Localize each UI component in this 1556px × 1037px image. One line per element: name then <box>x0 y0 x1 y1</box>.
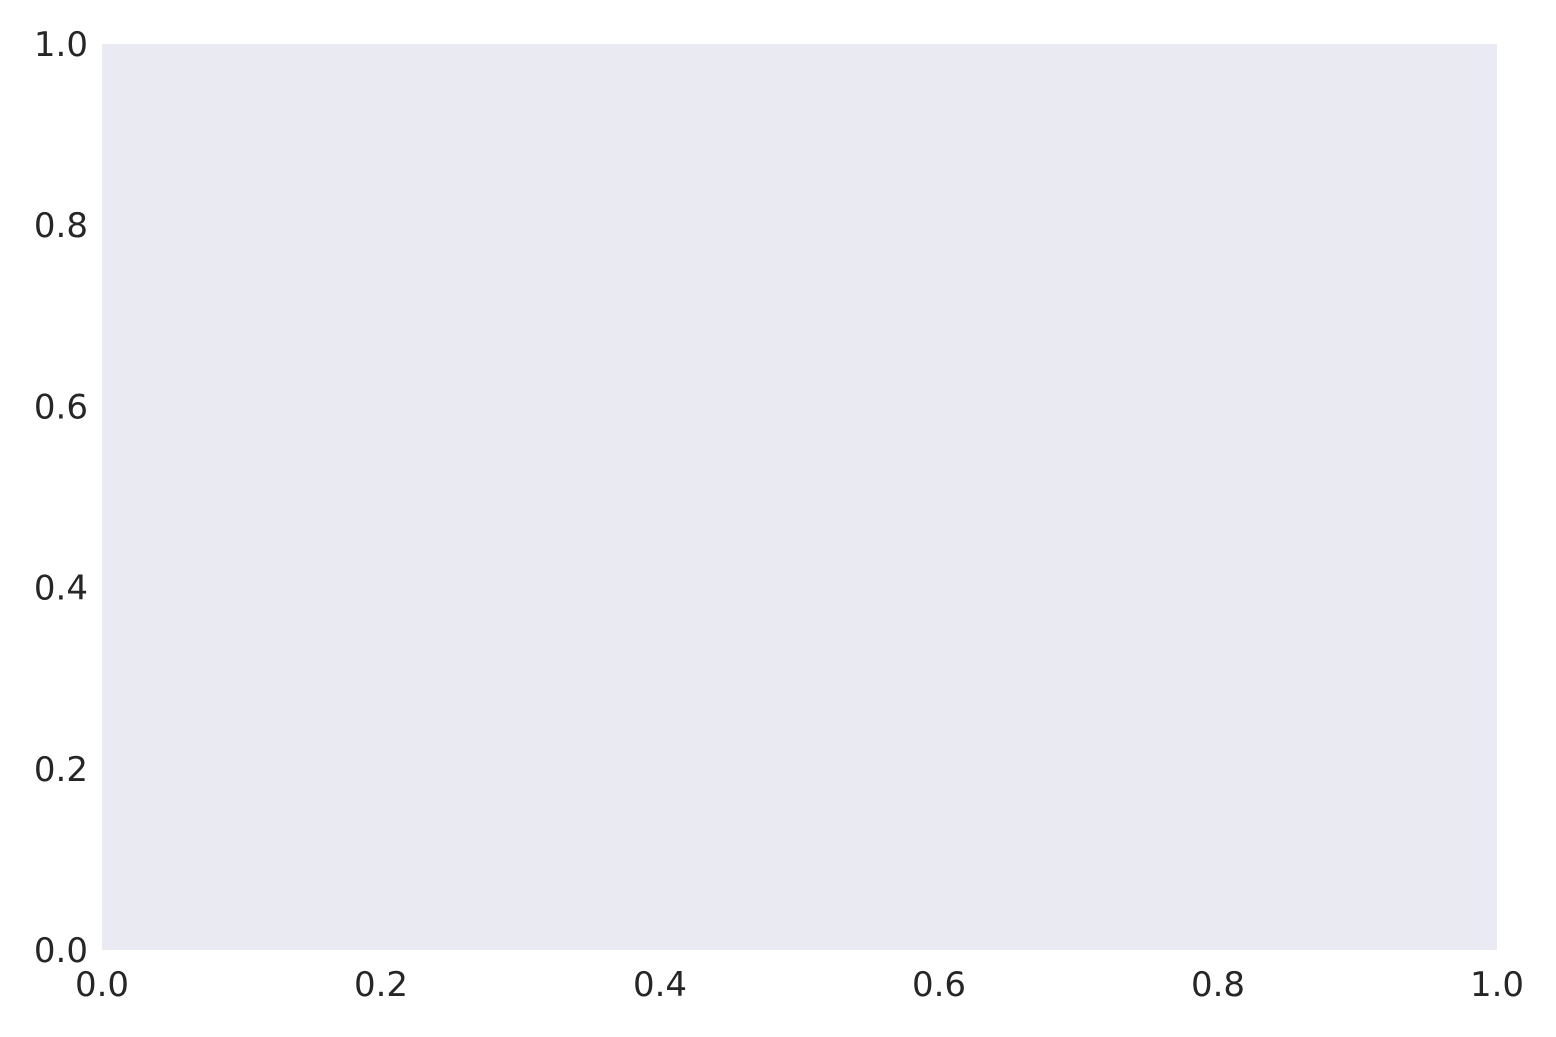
y-tick-label: 0.2 <box>34 750 88 790</box>
x-axis-ticks: 0.0 0.2 0.4 0.6 0.8 1.0 <box>75 965 1524 1005</box>
x-tick-label: 0.8 <box>1191 965 1245 1005</box>
x-tick-label: 0.0 <box>75 965 129 1005</box>
y-tick-label: 1.0 <box>34 25 88 65</box>
plot-area <box>102 44 1497 950</box>
y-tick-label: 0.8 <box>34 206 88 246</box>
x-tick-label: 1.0 <box>1470 965 1524 1005</box>
x-tick-label: 0.6 <box>912 965 966 1005</box>
x-tick-label: 0.4 <box>633 965 687 1005</box>
y-tick-label: 0.6 <box>34 387 88 427</box>
y-tick-label: 0.0 <box>34 931 88 971</box>
y-tick-label: 0.4 <box>34 569 88 609</box>
x-tick-label: 0.2 <box>354 965 408 1005</box>
y-axis-ticks: 0.0 0.2 0.4 0.6 0.8 1.0 <box>34 25 88 971</box>
